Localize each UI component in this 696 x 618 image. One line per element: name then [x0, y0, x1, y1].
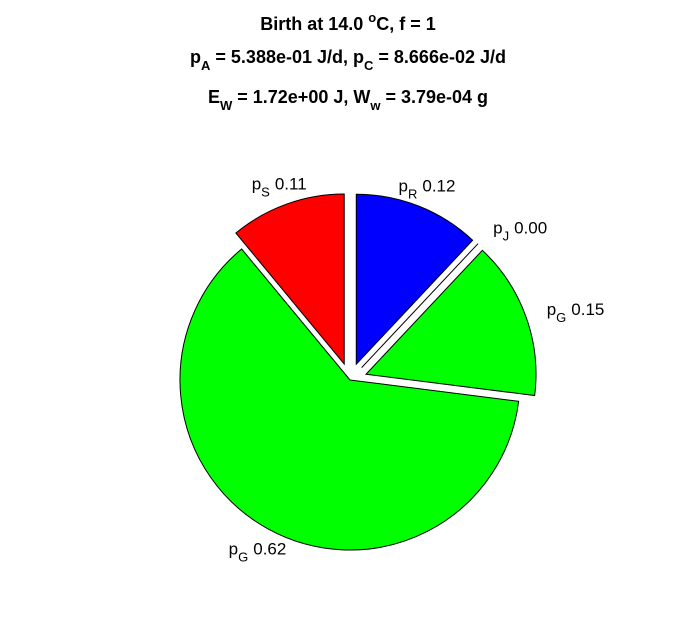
title-line: EW = 1.72e+00 J, Ww = 3.79e-04 g [208, 87, 488, 113]
slice-sub: J [503, 229, 510, 244]
slice-value-label: 0.00 [514, 219, 547, 238]
title-line: Birth at 14.0 oC, f = 1 [260, 10, 436, 34]
title-run: = 3.79e-04 g [380, 87, 488, 107]
slice-name: p [229, 539, 238, 558]
pie-slice [235, 193, 345, 366]
title-run: = 1.72e+00 J, W [232, 87, 370, 107]
title-run: E [208, 87, 220, 107]
title-run: o [368, 10, 376, 25]
slice-value-label: 0.12 [422, 177, 455, 196]
slice-sub: S [261, 184, 270, 199]
slice-value-label: 0.11 [275, 174, 307, 193]
slice-name: p [399, 177, 408, 196]
slice-value-label: 0.62 [253, 539, 286, 558]
title-run: Birth at 14.0 [260, 14, 368, 34]
title-run: w [369, 98, 381, 113]
slice-label: pJ 0.00 [493, 219, 547, 244]
slice-name: p [547, 300, 556, 319]
slice-label: pS 0.11 [252, 174, 307, 199]
slice-sub: G [556, 310, 566, 325]
title-run: = 5.388e-01 J/d, p [210, 47, 364, 67]
pie-slice [361, 243, 479, 368]
title-run: W [220, 98, 233, 113]
title-line: pA = 5.388e-01 J/d, pC = 8.666e-02 J/d [190, 47, 506, 73]
title-run: C [364, 58, 374, 73]
slice-name: p [252, 174, 261, 193]
pie-slice [179, 248, 520, 551]
slice-name: p [493, 219, 502, 238]
pie-slice [364, 249, 537, 397]
title-run: A [201, 58, 211, 73]
slice-label: pG 0.15 [547, 300, 605, 325]
title-run: C, f = 1 [376, 14, 436, 34]
title-run: = 8.666e-02 J/d [373, 47, 506, 67]
title-run: p [190, 47, 201, 67]
pie-slice [355, 193, 474, 366]
slice-label: pG 0.62 [229, 539, 287, 564]
slice-sub: R [408, 187, 417, 202]
slice-value-label: 0.15 [571, 300, 604, 319]
slice-label: pR 0.12 [399, 177, 456, 202]
slice-sub: G [238, 549, 248, 564]
